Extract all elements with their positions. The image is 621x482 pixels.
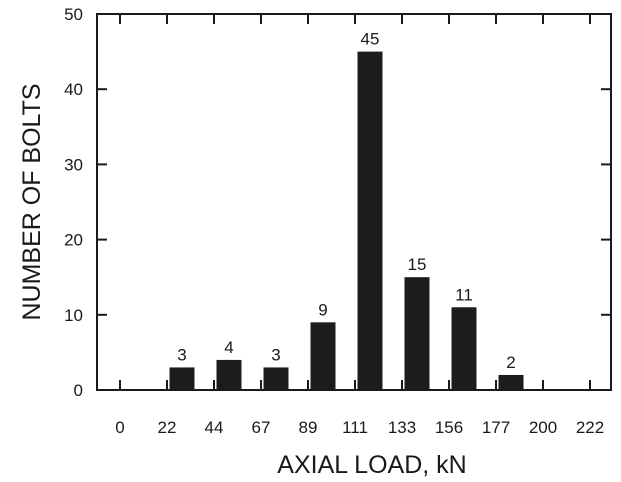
x-tick-label: 0 xyxy=(115,418,124,437)
bars xyxy=(169,51,524,390)
x-tick-label: 200 xyxy=(529,418,557,437)
x-axis-title: AXIAL LOAD, kN xyxy=(277,451,466,479)
bar-value-label: 45 xyxy=(361,30,380,49)
x-tick-label: 177 xyxy=(482,418,510,437)
bar xyxy=(169,367,195,390)
x-tick-label: 67 xyxy=(252,418,271,437)
bar-value-label: 9 xyxy=(318,300,327,319)
y-tick-label: 20 xyxy=(64,231,83,250)
y-axis-title: NUMBER OF BOLTS xyxy=(18,83,46,320)
bar-value-label: 11 xyxy=(455,285,473,304)
bar-value-label: 3 xyxy=(177,345,186,364)
y-tick-label: 50 xyxy=(64,5,83,24)
y-tick-label: 30 xyxy=(64,155,83,174)
bar-value-label: 3 xyxy=(271,345,280,364)
x-tick-label: 111 xyxy=(342,418,368,437)
bar xyxy=(216,359,242,390)
bar-value-label: 15 xyxy=(408,255,427,274)
x-tick-label: 133 xyxy=(388,418,416,437)
bar-value-label: 4 xyxy=(224,338,233,357)
bar xyxy=(310,322,336,390)
bar xyxy=(451,307,477,390)
y-axis-ticks: 0 10 20 30 40 50 xyxy=(64,5,611,400)
y-tick-label: 0 xyxy=(74,381,83,400)
bar xyxy=(263,367,289,390)
bar xyxy=(498,374,524,390)
bar-value-label: 2 xyxy=(506,353,515,372)
x-tick-label: 44 xyxy=(205,418,224,437)
data-labels: 3 4 3 9 45 15 11 2 xyxy=(177,30,515,372)
x-tick-label: 22 xyxy=(158,418,177,437)
x-tick-label: 156 xyxy=(435,418,463,437)
y-tick-label: 40 xyxy=(64,80,83,99)
x-axis-ticks: 0 22 44 67 89 111 133 156 177 200 222 xyxy=(115,14,604,437)
x-tick-label: 222 xyxy=(576,418,604,437)
y-tick-label: 10 xyxy=(64,306,83,325)
bar xyxy=(357,51,383,390)
plot-frame xyxy=(96,13,612,391)
bar xyxy=(404,277,430,390)
x-tick-label: 89 xyxy=(299,418,318,437)
